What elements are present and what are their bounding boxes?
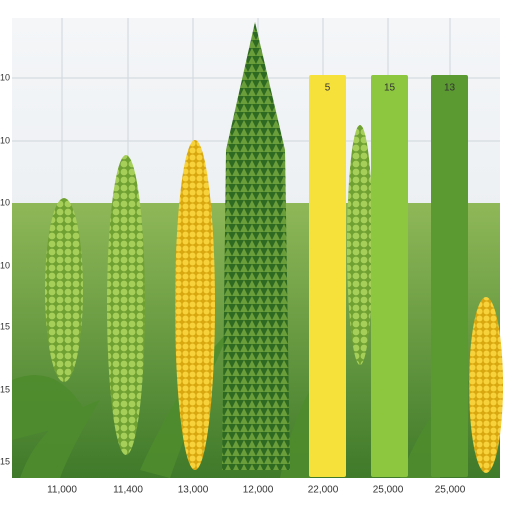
y-axis-label: 10: [0, 135, 10, 145]
y-axis-label: 10: [0, 72, 10, 82]
bar: [371, 75, 408, 477]
plants: [45, 22, 503, 473]
y-axis-label: 15: [0, 321, 10, 331]
y-axis-label: 10: [0, 260, 10, 270]
x-axis-label: 11,400: [113, 485, 143, 496]
y-axis-label: 10: [0, 197, 10, 207]
bar-label: 5: [325, 83, 331, 94]
x-axis-label: 25,000: [373, 485, 404, 496]
bar: [309, 75, 346, 477]
x-axis-label: 22,000: [308, 485, 339, 496]
y-axis-label: 15: [0, 456, 10, 466]
bar-label: 15: [384, 83, 396, 94]
x-axis-label: 12,000: [243, 485, 274, 496]
y-axis-label: 15: [0, 384, 10, 394]
bar-label: 13: [444, 83, 456, 94]
x-axis-label: 13,000: [178, 485, 209, 496]
x-axis-label: 11,000: [47, 485, 77, 496]
x-axis-label: 25,000: [435, 485, 466, 496]
bar: [431, 75, 468, 477]
